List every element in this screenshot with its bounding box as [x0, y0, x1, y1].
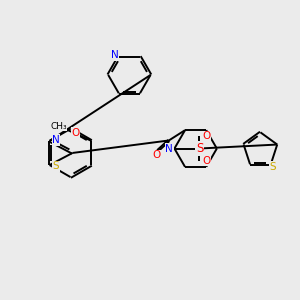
- Text: S: S: [270, 162, 277, 172]
- Text: N: N: [111, 50, 119, 60]
- Text: O: O: [203, 156, 211, 166]
- Text: N: N: [165, 143, 173, 154]
- Text: O: O: [71, 128, 79, 138]
- Text: O: O: [203, 131, 211, 141]
- Text: N: N: [52, 135, 60, 145]
- Text: S: S: [53, 161, 59, 172]
- Text: S: S: [196, 142, 203, 155]
- Text: CH₃: CH₃: [50, 122, 67, 130]
- Text: O: O: [152, 150, 160, 160]
